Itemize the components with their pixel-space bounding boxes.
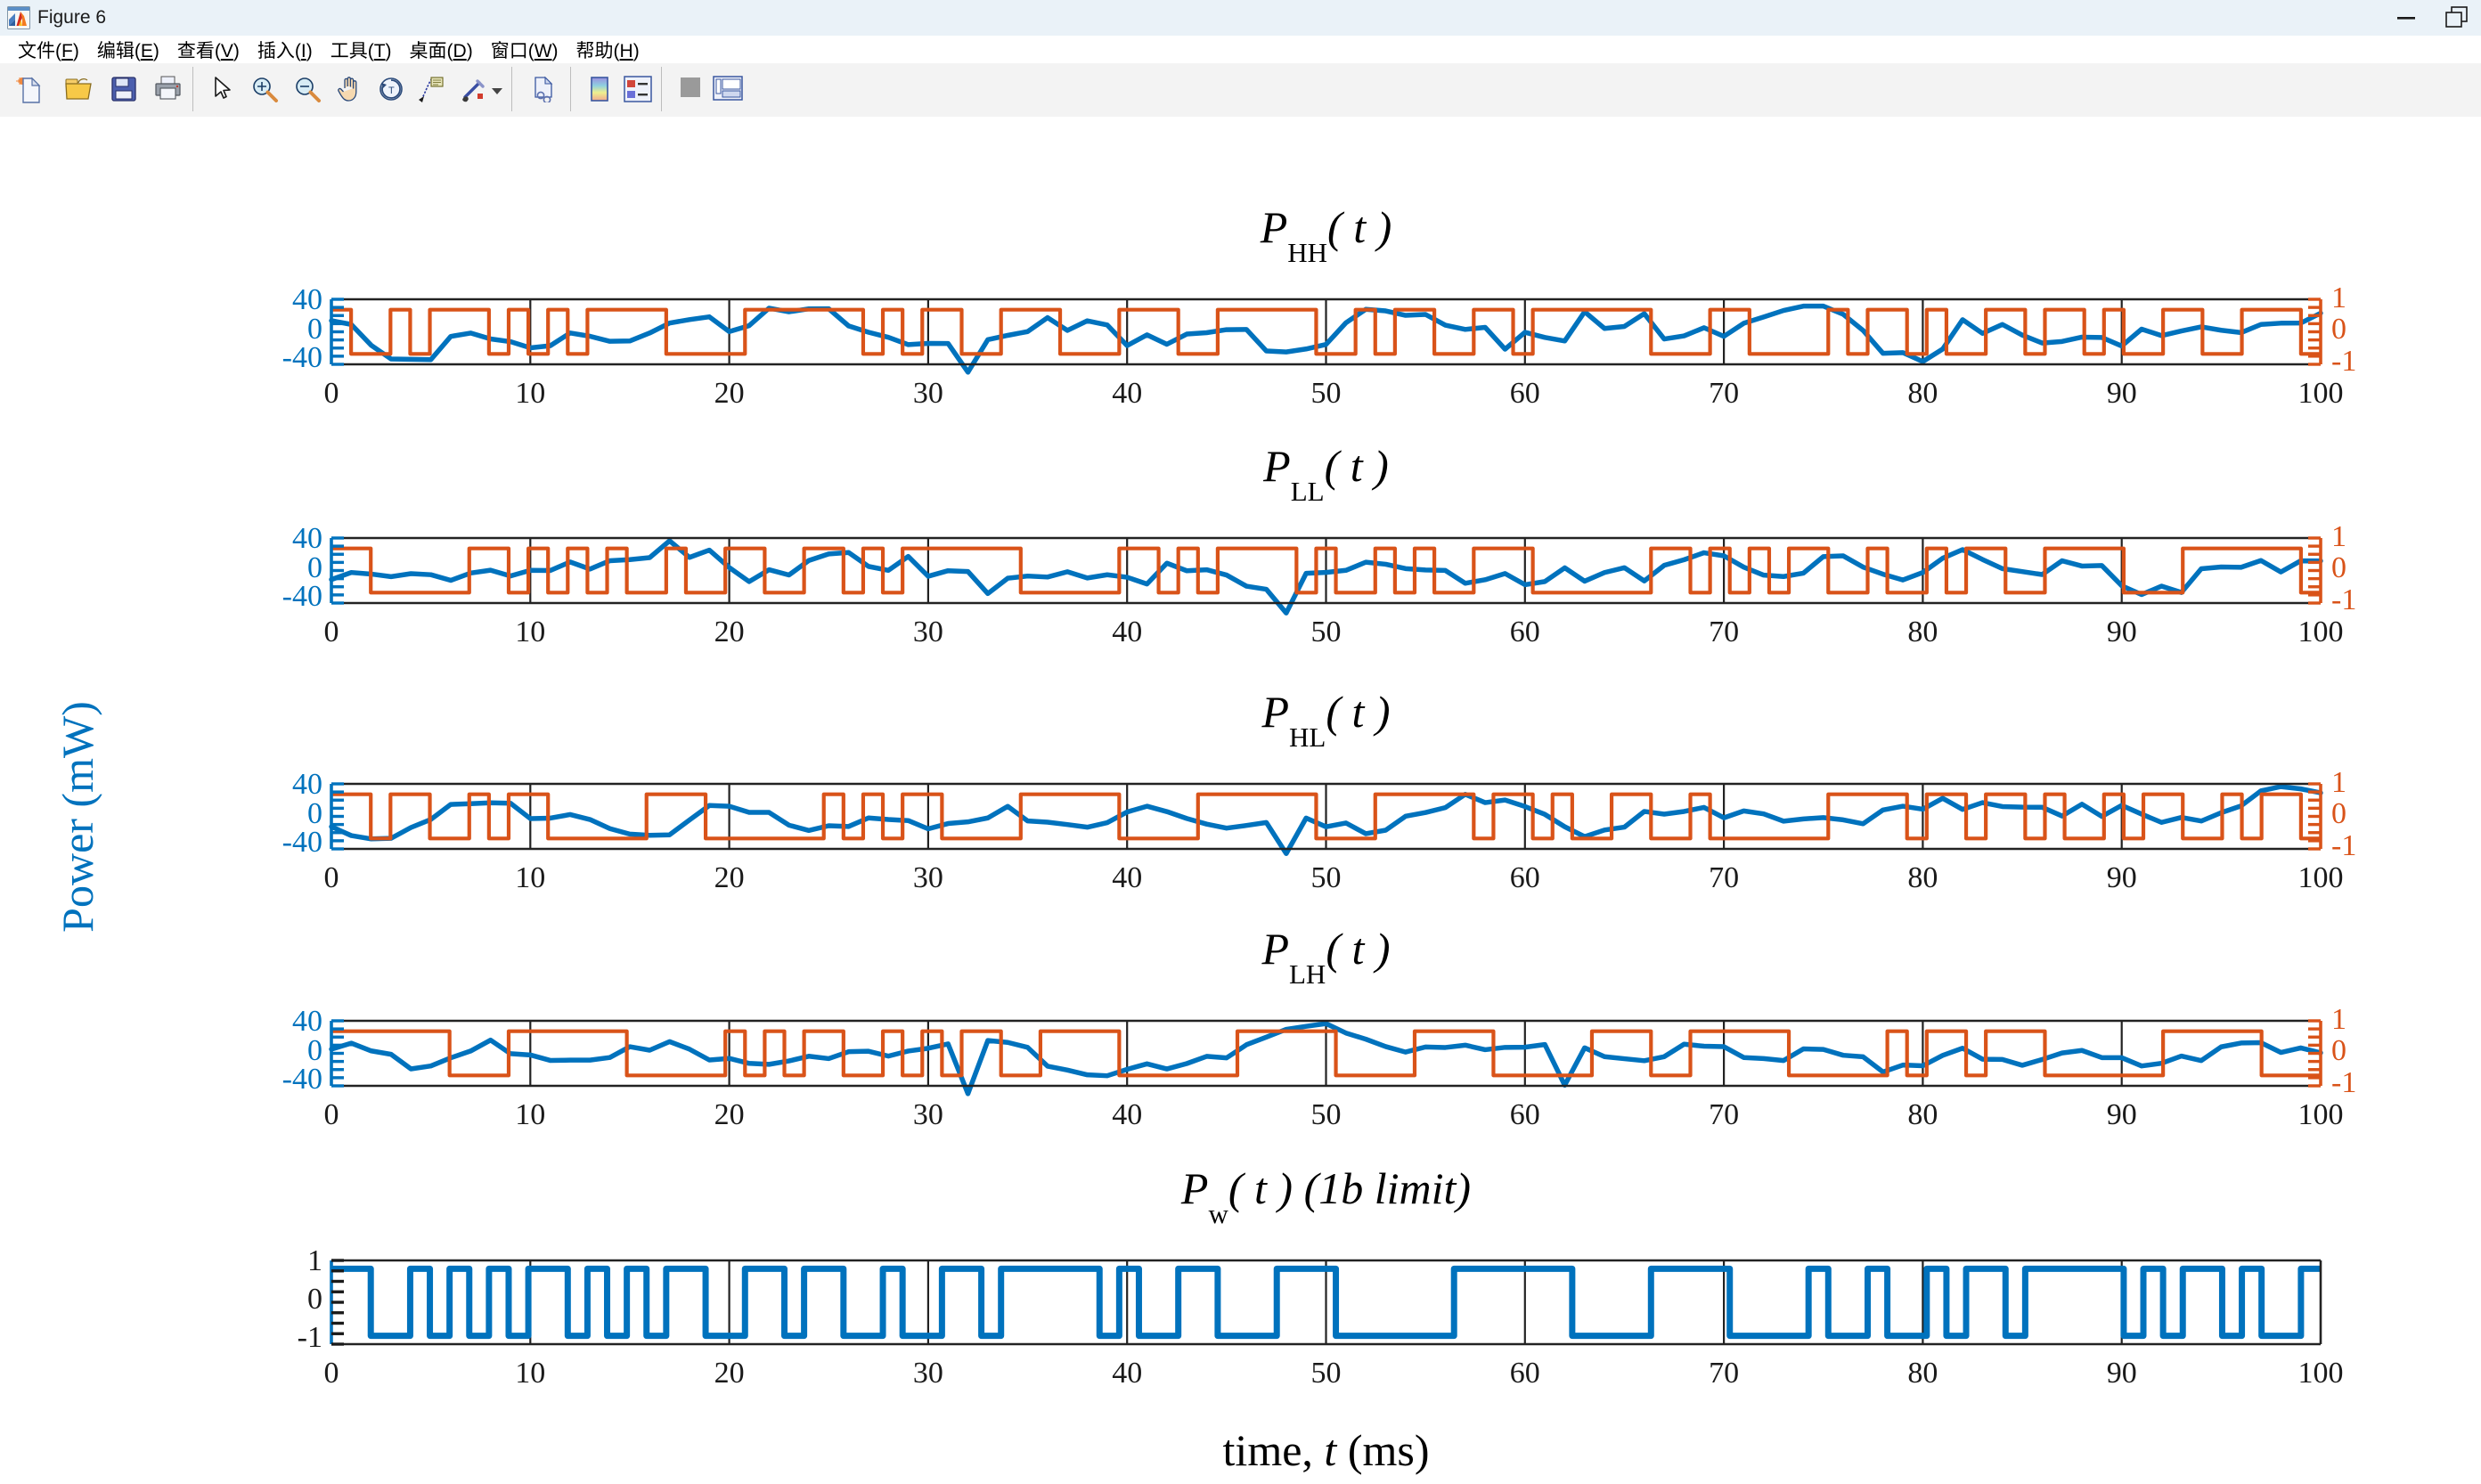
svg-text:T: T bbox=[388, 86, 395, 96]
